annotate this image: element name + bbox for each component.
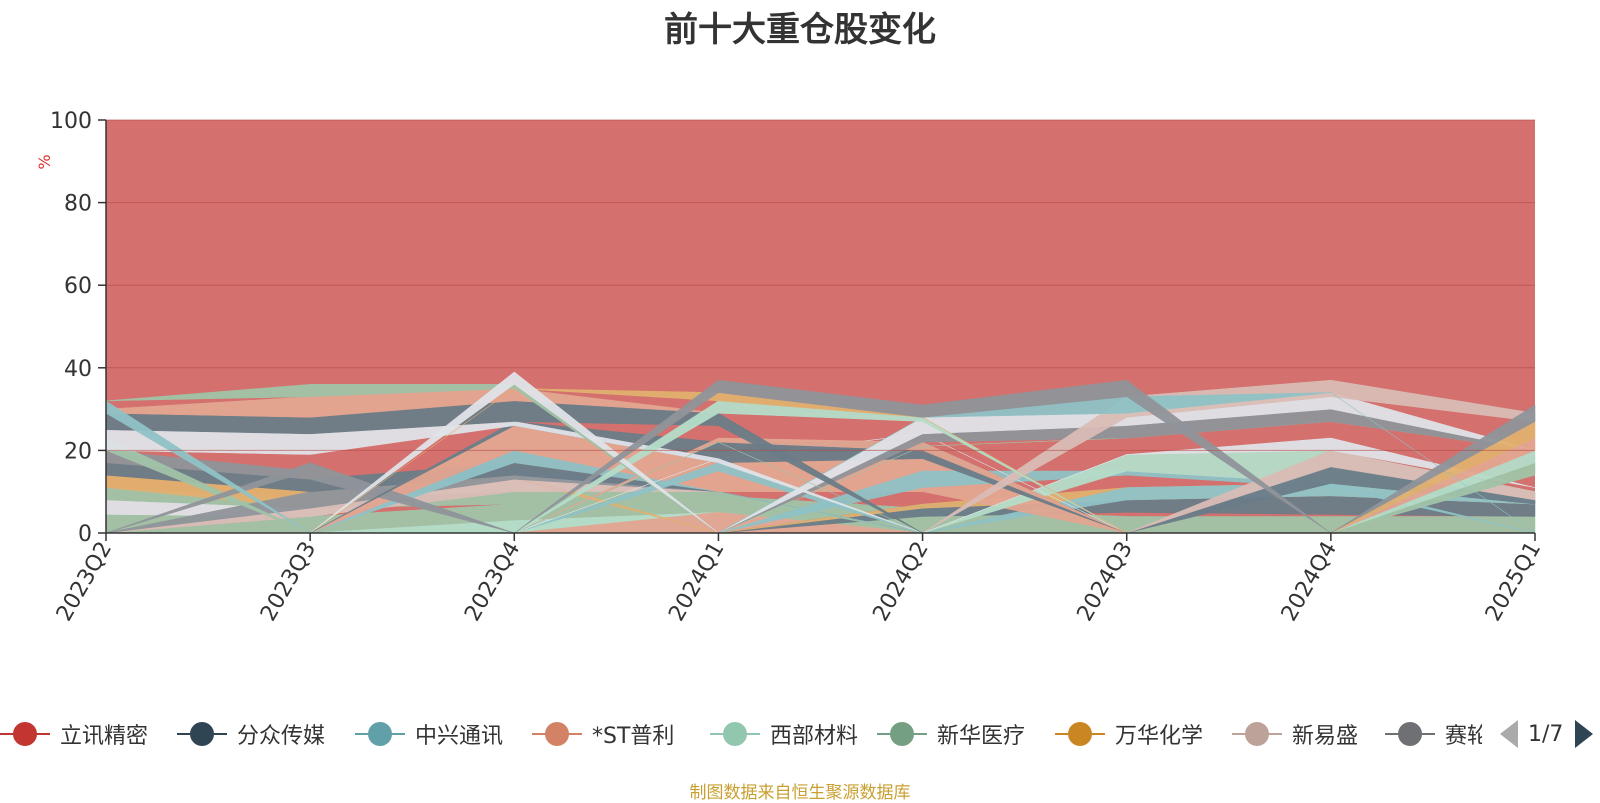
legend-label: 分众传媒 bbox=[237, 724, 326, 749]
pager-text: 1/7 bbox=[1528, 721, 1564, 747]
area-bands bbox=[105, 120, 1536, 534]
legend-item[interactable]: 中兴通讯 bbox=[355, 712, 503, 756]
legend-label: 赛轮轮胎 bbox=[1445, 724, 1482, 749]
legend-item[interactable]: 立讯精密 bbox=[0, 712, 148, 756]
legend-label: 新华医疗 bbox=[937, 724, 1026, 749]
legend-marker-icon bbox=[710, 721, 760, 747]
legend-label: 万华化学 bbox=[1115, 724, 1204, 749]
y-tick-label: 20 bbox=[64, 439, 92, 464]
legend-item[interactable]: 赛轮轮胎 bbox=[1385, 712, 1482, 756]
legend-item[interactable]: *ST普利 bbox=[532, 712, 674, 756]
legend-item[interactable]: 分众传媒 bbox=[177, 712, 325, 756]
legend-label: 中兴通讯 bbox=[415, 724, 504, 749]
legend-marker-icon bbox=[877, 721, 927, 747]
x-tick-label: 2024Q3 bbox=[1073, 538, 1138, 626]
legend-marker-icon bbox=[0, 721, 50, 747]
area-band-43 bbox=[106, 371, 1535, 534]
chart-plot: 0 20 40 60 80 100% 2023Q2 2023Q3 2023Q4 2024Q1 202… bbox=[35, 109, 1546, 626]
x-tick-label: 2024Q4 bbox=[1277, 538, 1342, 626]
y-axis-unit: % bbox=[35, 154, 54, 169]
x-tick-label: 2023Q3 bbox=[256, 538, 321, 626]
legend: 立讯精密 分众传媒 中兴通讯 *ST普利 西部材料 新华医疗 万华化学 新易盛 赛轮轮胎 bbox=[0, 712, 1600, 756]
area-band-36 bbox=[106, 441, 1535, 534]
x-tick-label: 2024Q2 bbox=[868, 538, 933, 626]
legend-marker-icon bbox=[1055, 721, 1105, 747]
y-tick-label: 0 bbox=[78, 522, 92, 547]
area-band-39 bbox=[106, 400, 1535, 534]
area-band-44 bbox=[106, 379, 1536, 534]
legend-label: *ST普利 bbox=[592, 724, 675, 749]
legend-label: 立讯精密 bbox=[60, 724, 149, 749]
legend-marker-icon bbox=[532, 721, 582, 747]
legend-marker-icon bbox=[1232, 721, 1282, 747]
x-tick-label: 2024Q1 bbox=[664, 538, 729, 626]
y-tick-label: 100 bbox=[50, 109, 92, 134]
pager-next-icon[interactable] bbox=[1575, 720, 1594, 748]
y-tick-label: 60 bbox=[64, 274, 92, 299]
x-tick-label: 2025Q1 bbox=[1481, 538, 1546, 626]
x-tick-label: 2023Q4 bbox=[460, 538, 525, 626]
axes bbox=[98, 119, 1536, 541]
y-tick-label: 80 bbox=[64, 192, 92, 217]
source-note: 制图数据来自恒生聚源数据库 bbox=[689, 783, 911, 803]
legend-marker-icon bbox=[355, 721, 405, 747]
legend-marker-icon bbox=[1385, 721, 1435, 747]
area-band-40 bbox=[106, 388, 1535, 534]
legend-item[interactable]: 西部材料 bbox=[710, 712, 858, 756]
grid-lines bbox=[106, 119, 1535, 451]
legend-pager: 1/7 bbox=[1500, 712, 1594, 756]
legend-items: 立讯精密 分众传媒 中兴通讯 *ST普利 西部材料 新华医疗 万华化学 新易盛 赛轮轮胎 bbox=[0, 712, 1482, 756]
x-tick-label: 2023Q2 bbox=[52, 538, 117, 626]
legend-item[interactable]: 新华医疗 bbox=[877, 712, 1025, 756]
area-band-23 bbox=[106, 433, 1535, 534]
legend-item[interactable]: 新易盛 bbox=[1232, 712, 1358, 756]
chart-title: 前十大重仓股变化 bbox=[664, 10, 936, 50]
legend-item[interactable]: 万华化学 bbox=[1055, 712, 1203, 756]
y-tick-label: 40 bbox=[64, 357, 92, 382]
legend-marker-icon bbox=[177, 721, 227, 747]
legend-label: 西部材料 bbox=[770, 724, 859, 749]
legend-label: 新易盛 bbox=[1292, 724, 1359, 749]
pager-prev-icon[interactable] bbox=[1500, 720, 1518, 748]
